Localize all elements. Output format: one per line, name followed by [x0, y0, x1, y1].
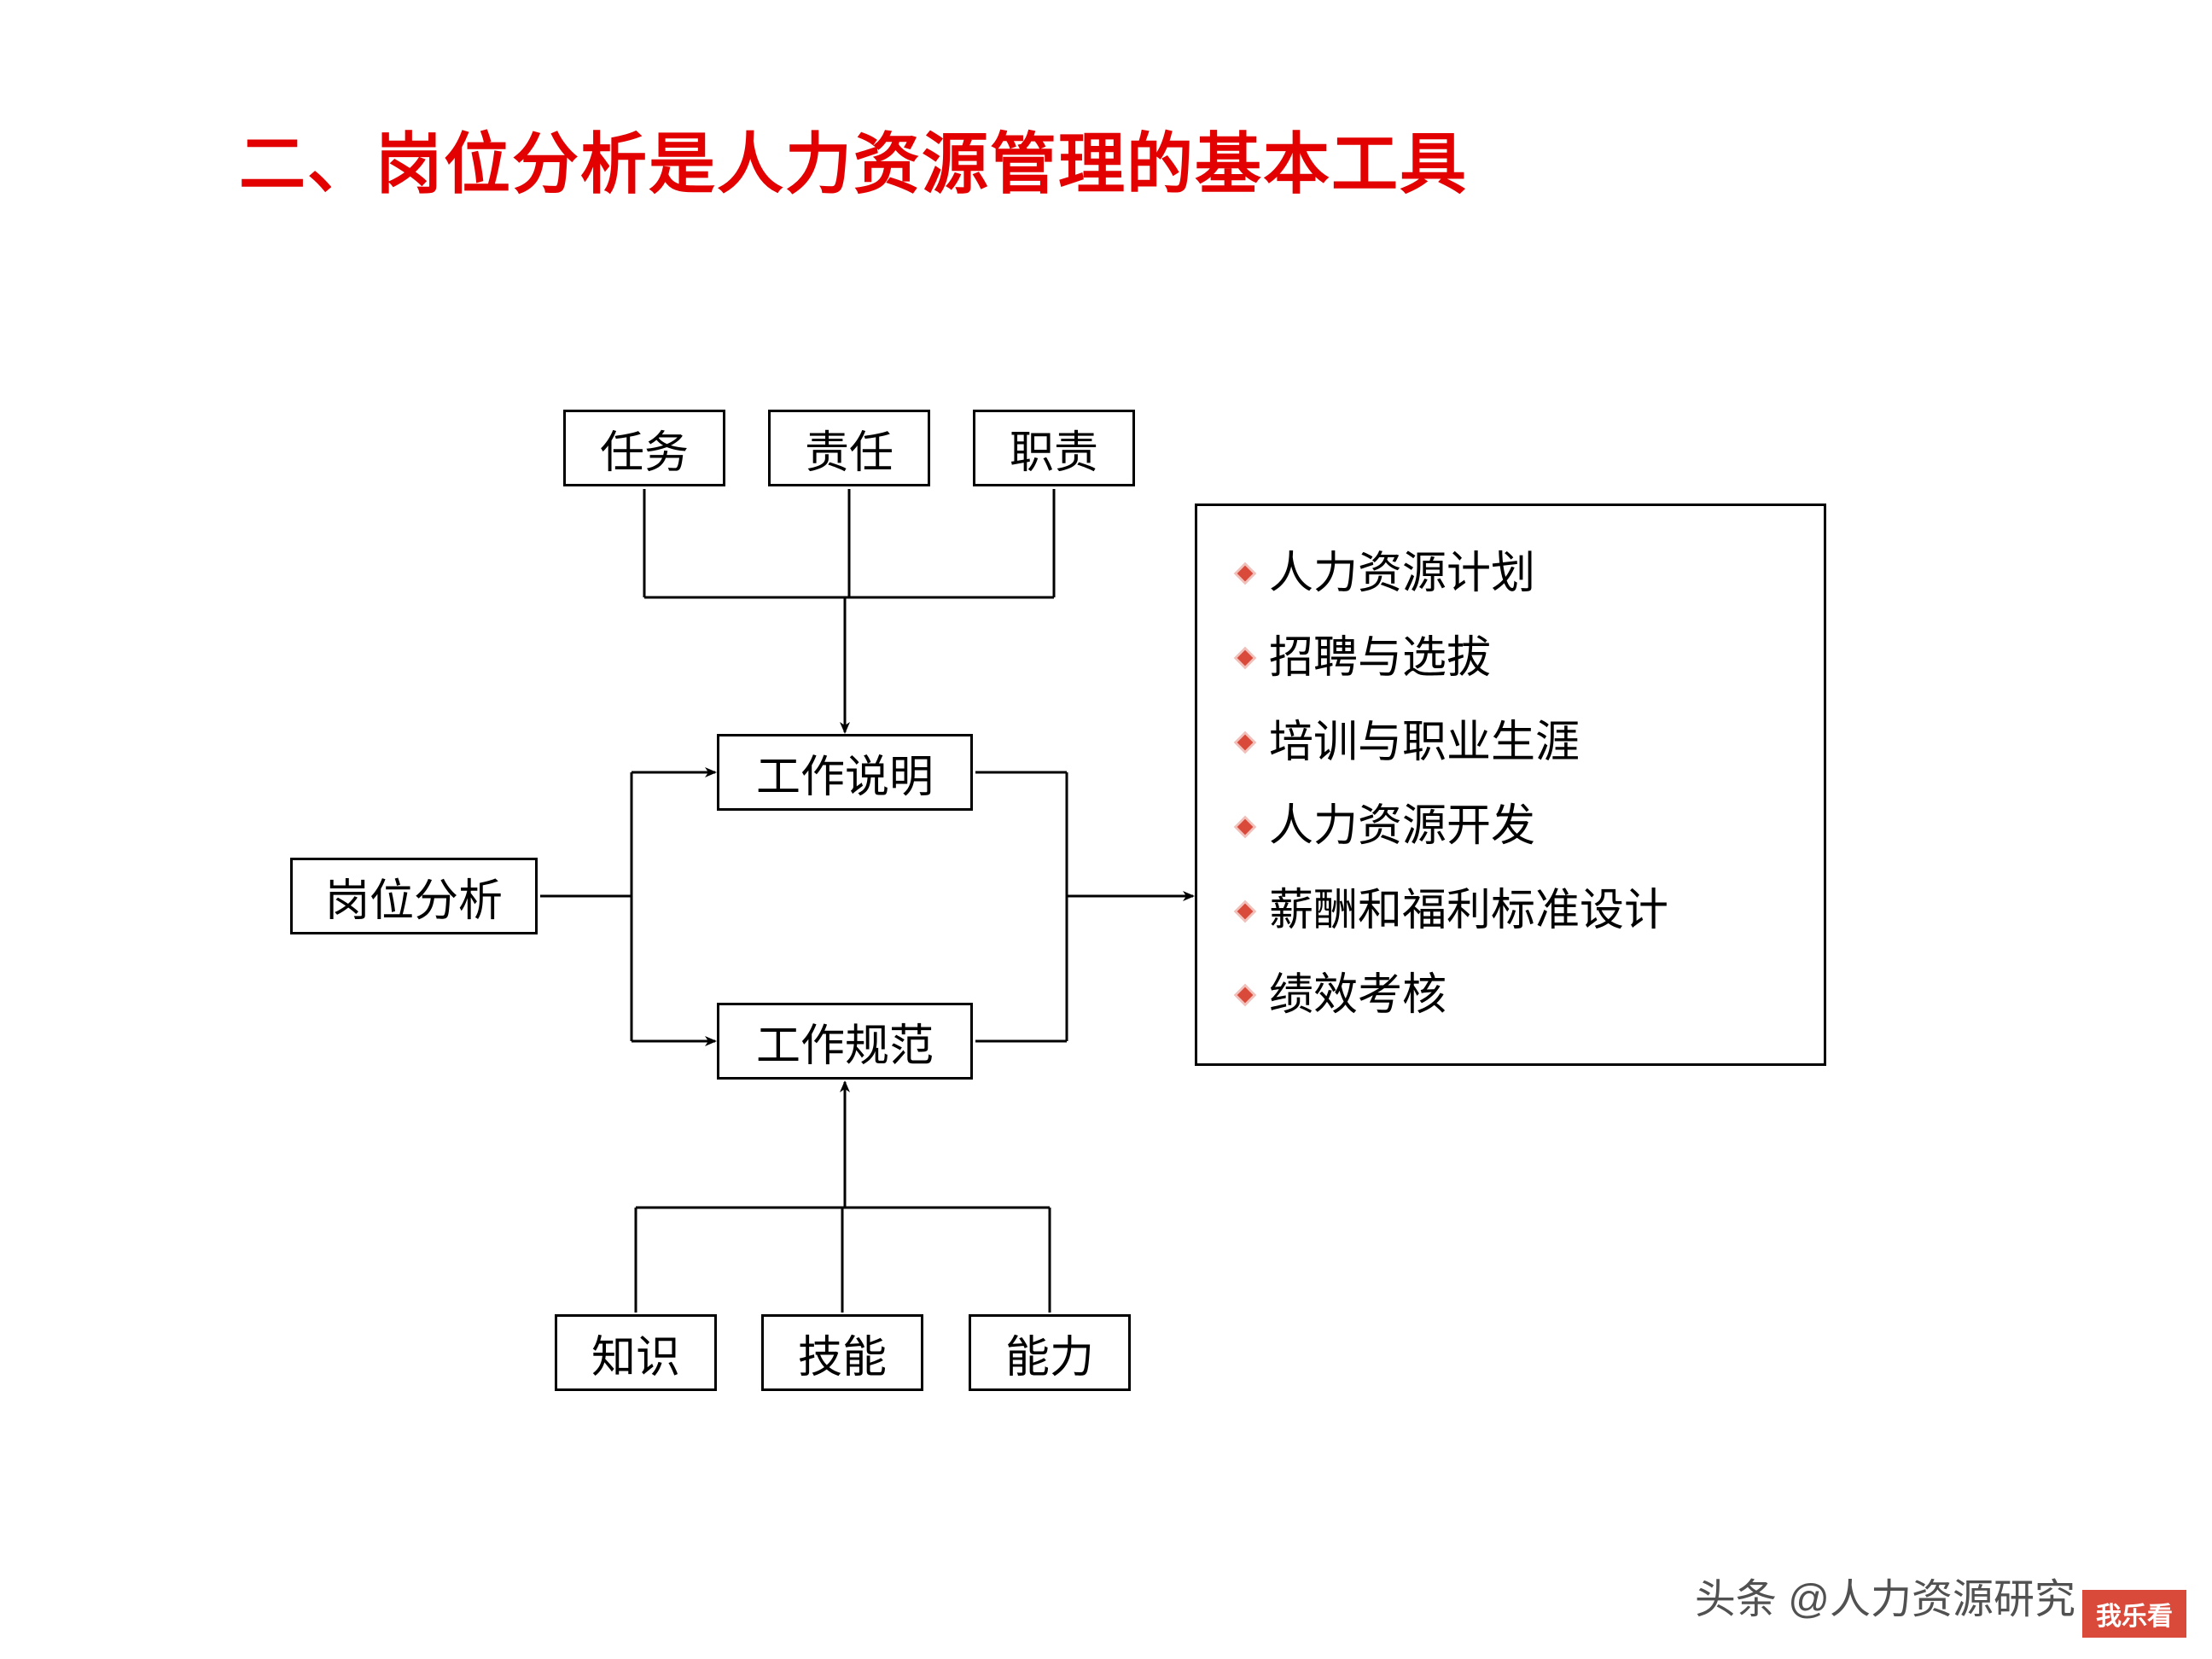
source-watermark: 头条 @人力资源研究 — [1695, 1565, 2075, 1625]
node-label: 工作规范 — [756, 1010, 934, 1074]
node-ability: 能力 — [969, 1314, 1131, 1391]
node-work-specification: 工作规范 — [717, 1003, 973, 1080]
node-work-description: 工作说明 — [717, 734, 973, 811]
node-responsibility: 责任 — [768, 410, 930, 486]
diamond-bullet-icon — [1231, 560, 1259, 587]
node-label: 能力 — [1005, 1321, 1094, 1385]
outcome-label: 培训与职业生涯 — [1269, 701, 1580, 785]
outcome-item: 人力资源开发 — [1231, 784, 1781, 869]
outcome-item: 人力资源计划 — [1231, 532, 1781, 616]
node-skill: 技能 — [761, 1314, 923, 1391]
node-knowledge: 知识 — [555, 1314, 717, 1391]
node-label: 职责 — [1010, 416, 1098, 480]
node-label: 技能 — [798, 1321, 887, 1385]
diamond-bullet-icon — [1231, 729, 1259, 756]
diamond-bullet-icon — [1231, 981, 1259, 1009]
outcome-item: 绩效考核 — [1231, 953, 1781, 1038]
outcome-label: 人力资源开发 — [1269, 784, 1535, 869]
node-label: 工作说明 — [756, 741, 934, 805]
diamond-bullet-icon — [1231, 813, 1259, 841]
outcome-label: 招聘与选拔 — [1269, 616, 1491, 701]
connectors-svg — [0, 0, 2212, 1659]
outcome-label: 人力资源计划 — [1269, 532, 1535, 616]
outcome-label: 绩效考核 — [1269, 953, 1447, 1038]
node-job-analysis: 岗位分析 — [290, 858, 538, 934]
outcome-label: 薪酬和福利标准设计 — [1269, 869, 1668, 953]
site-watermark: 我乐看 — [2082, 1590, 2186, 1638]
outcome-item: 培训与职业生涯 — [1231, 701, 1781, 785]
node-duty: 职责 — [973, 410, 1135, 486]
node-label: 知识 — [591, 1321, 680, 1385]
node-task: 任务 — [563, 410, 725, 486]
diamond-bullet-icon — [1231, 644, 1259, 672]
outcomes-box: 人力资源计划 招聘与选拔 培训与职业生涯 人力资源开发 薪酬和福利标准设计 绩效… — [1195, 504, 1826, 1066]
slide-title: 二、岗位分析是人力资源管理的基本工具 — [239, 111, 1468, 207]
diamond-bullet-icon — [1231, 898, 1259, 925]
node-label: 岗位分析 — [325, 864, 503, 928]
node-label: 任务 — [600, 416, 689, 480]
outcome-item: 薪酬和福利标准设计 — [1231, 869, 1781, 953]
node-label: 责任 — [805, 416, 894, 480]
outcome-item: 招聘与选拔 — [1231, 616, 1781, 701]
